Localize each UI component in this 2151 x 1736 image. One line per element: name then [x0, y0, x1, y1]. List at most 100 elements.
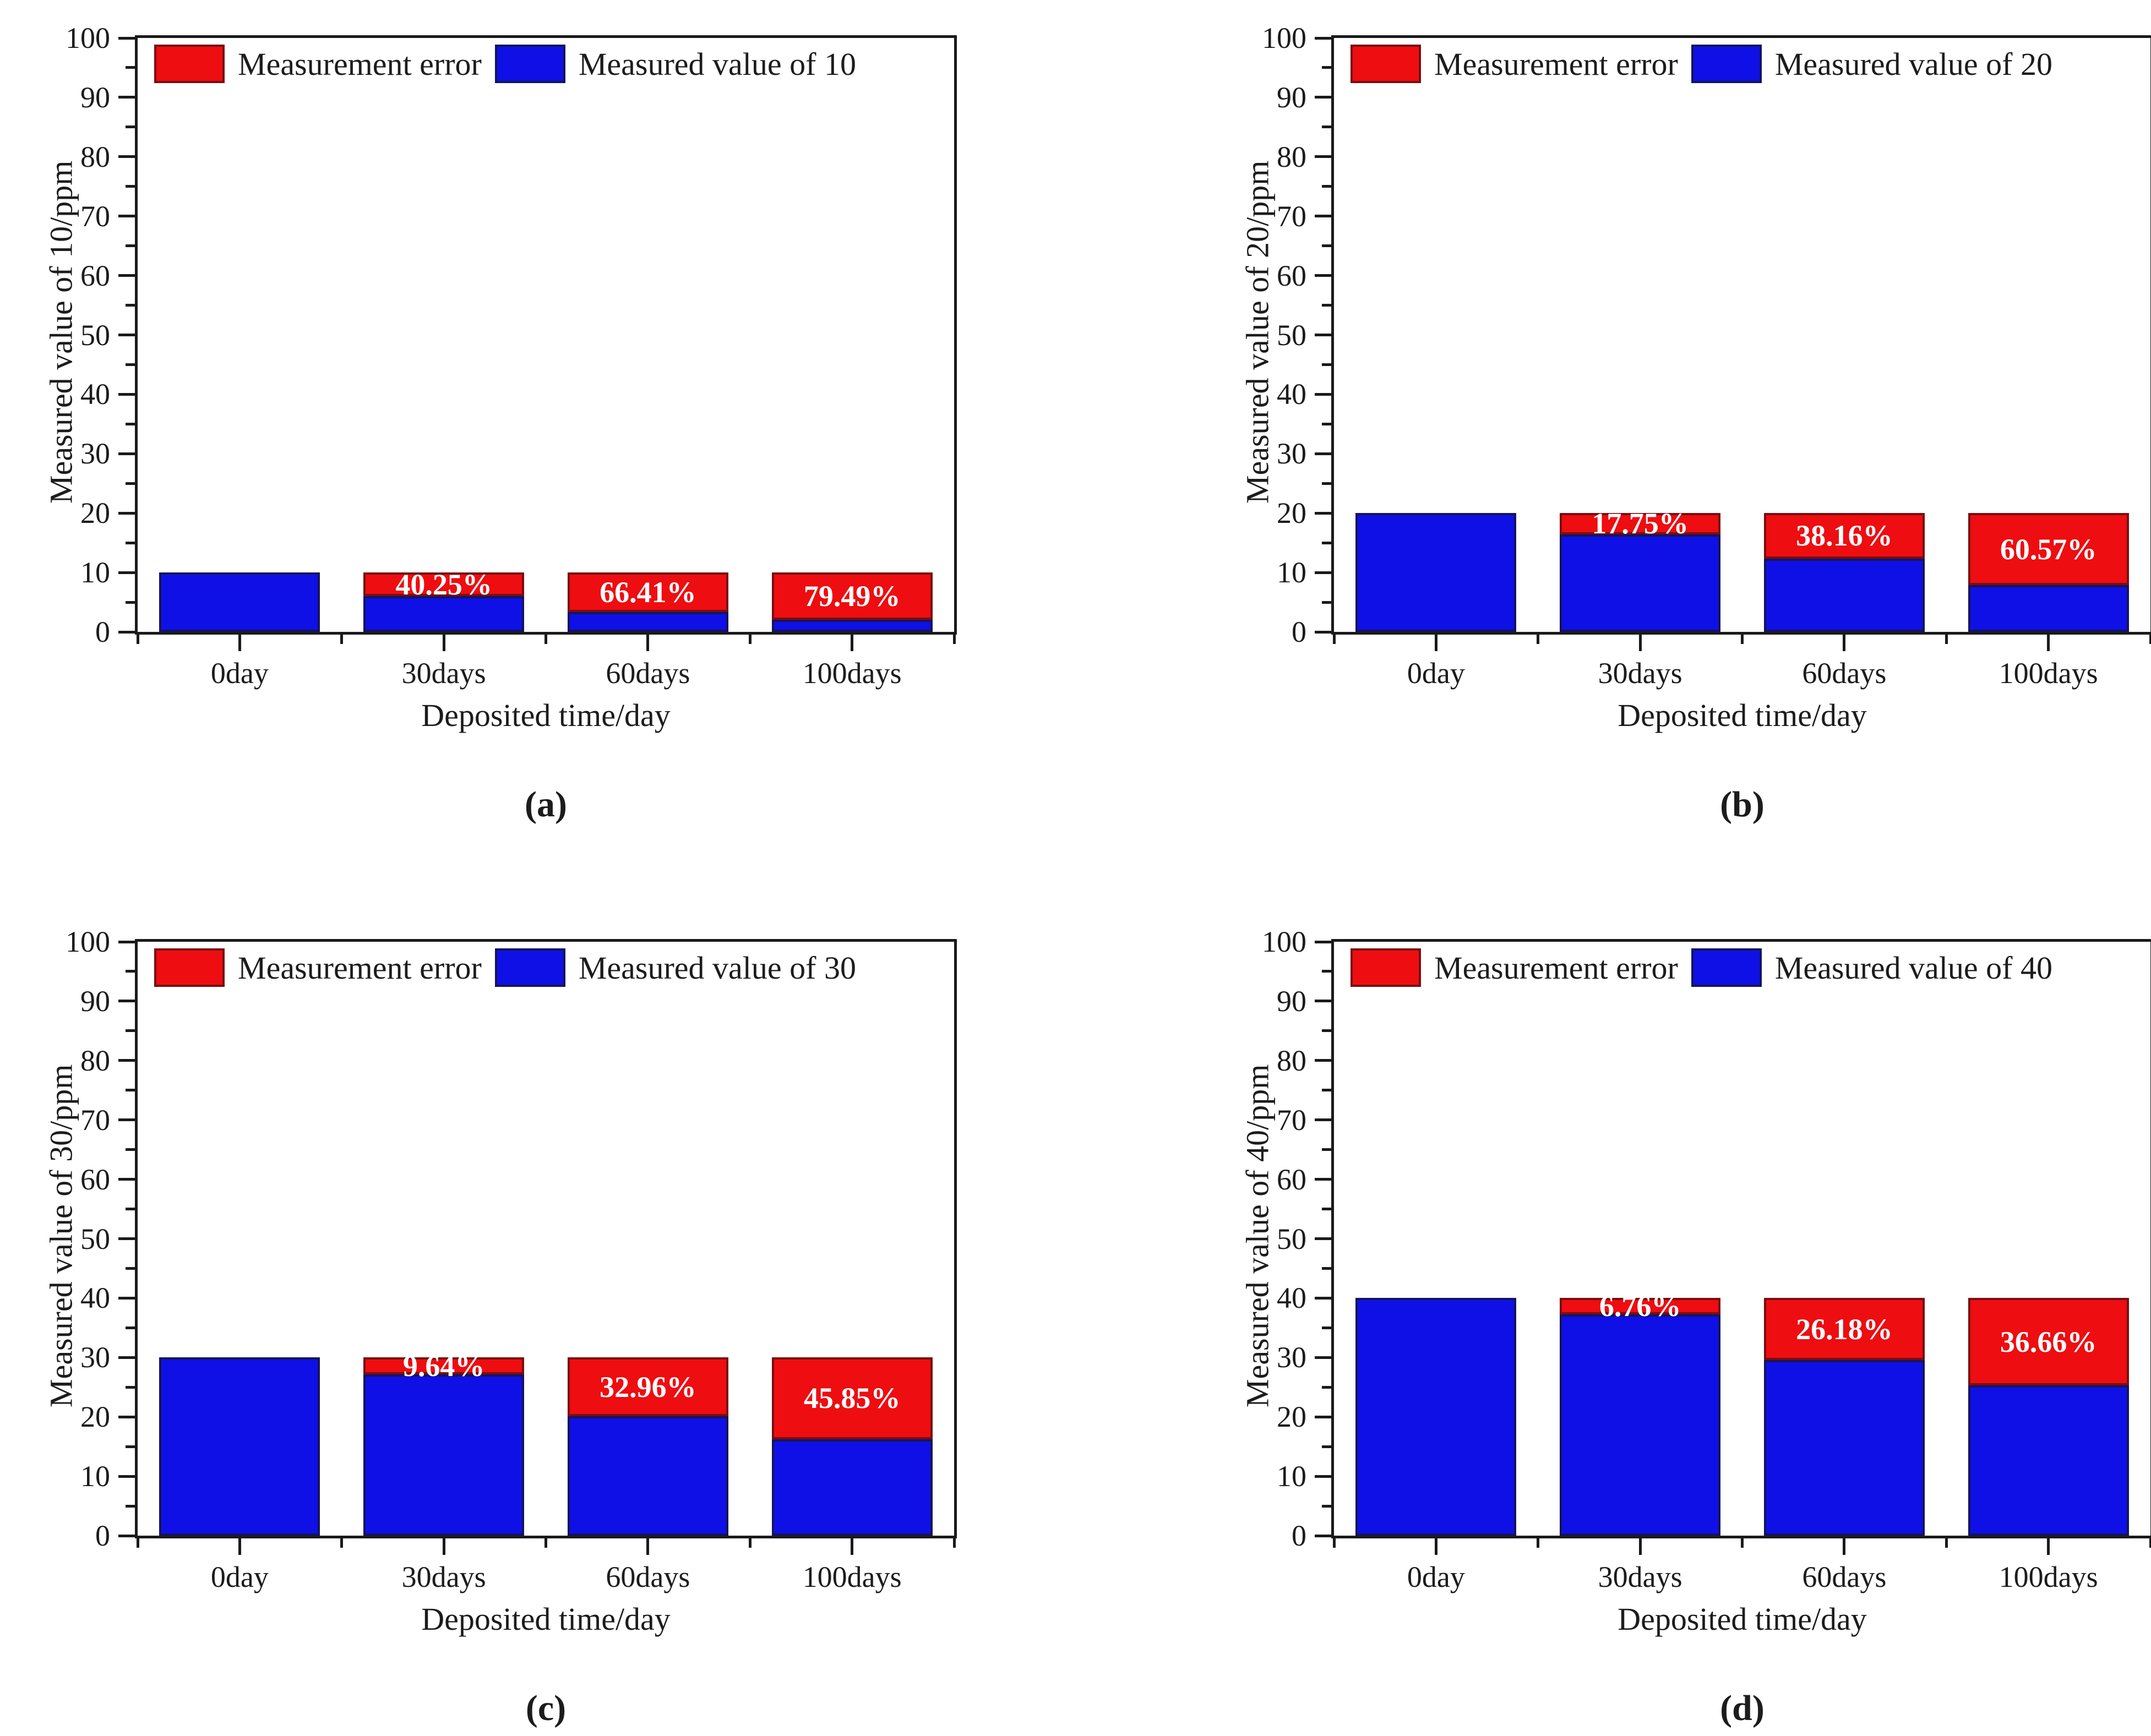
y-tick-label: 80 — [1277, 1044, 1306, 1077]
y-tick-label: 20 — [1277, 1400, 1306, 1434]
y-minor-tick — [1322, 1148, 1331, 1151]
bar-segment-error: 17.75% — [1560, 509, 1720, 538]
y-tick-label: 10 — [80, 1460, 110, 1493]
y-tick-label: 70 — [80, 1103, 110, 1137]
y-tick — [118, 1534, 135, 1537]
plot-area: Measurement error Measured value of 30 0… — [66, 927, 957, 1592]
error-percent-label: 26.18% — [1796, 1312, 1893, 1346]
legend: Measurement error Measured value of 40 — [1350, 948, 2052, 987]
y-tick-label: 50 — [80, 1222, 110, 1255]
y-minor-tick — [1322, 1089, 1331, 1092]
bar — [159, 1357, 320, 1536]
y-tick-label: 90 — [80, 984, 110, 1018]
x-minor-tick — [952, 1538, 956, 1548]
x-tick-label: 60days — [1802, 657, 1887, 690]
error-percent-label: 36.66% — [2000, 1325, 2097, 1358]
bar: 6.76% — [1560, 1291, 1720, 1536]
y-minor-tick — [126, 125, 135, 129]
x-tick-label: 0day — [1407, 1560, 1465, 1593]
y-tick — [118, 334, 135, 336]
legend-label-error: Measurement error — [238, 46, 482, 82]
bar-segment-measured — [1355, 513, 1517, 632]
legend-label-error: Measurement error — [238, 949, 482, 986]
y-minor-tick — [1322, 185, 1331, 188]
x-tick — [442, 1538, 445, 1555]
y-tick — [118, 571, 135, 574]
y-tick-label: 10 — [1277, 1460, 1306, 1493]
y-tick-label: 50 — [1277, 1222, 1306, 1255]
y-tick — [1315, 1237, 1331, 1240]
y-minor-tick — [126, 1029, 135, 1033]
y-minor-tick — [1322, 1266, 1331, 1270]
y-minor-tick — [1322, 541, 1331, 544]
x-tick — [442, 635, 445, 651]
bar-segment-error: 6.76% — [1560, 1291, 1720, 1321]
y-tick-label: 40 — [80, 378, 110, 411]
y-tick-label: 10 — [80, 556, 110, 589]
y-minor-tick — [126, 1385, 135, 1389]
y-minor-tick — [126, 970, 135, 973]
y-tick-label: 60 — [80, 1162, 110, 1196]
plot-area: Measurement error Measured value of 10 0… — [66, 23, 957, 688]
error-percent-label: 40.25% — [395, 567, 492, 601]
error-percent-label: 17.75% — [1592, 507, 1689, 541]
y-tick-label: 100 — [66, 21, 110, 54]
y-tick — [118, 1237, 135, 1240]
y-tick — [118, 155, 135, 159]
bar-segment-error: 32.96% — [567, 1357, 728, 1417]
x-minor-tick — [1332, 1538, 1336, 1548]
error-percent-label: 66.41% — [600, 575, 696, 609]
y-minor-tick — [126, 541, 135, 544]
y-tick-label: 50 — [1277, 318, 1306, 352]
y-minor-tick — [1322, 970, 1331, 973]
y-minor-tick — [126, 244, 135, 248]
y-minor-tick — [126, 1208, 135, 1211]
x-minor-tick — [1945, 1538, 1948, 1548]
bar-segment-measured — [567, 612, 728, 632]
x-tick — [238, 635, 241, 651]
bar: 45.85% — [771, 1357, 933, 1536]
y-tick-label: 80 — [1277, 140, 1306, 173]
bar — [1355, 513, 1517, 632]
y-tick — [118, 452, 135, 455]
x-tick-label: 60days — [606, 657, 690, 690]
y-tick-label: 30 — [1277, 1341, 1306, 1374]
y-tick-label: 30 — [1277, 437, 1306, 471]
y-tick-label: 40 — [1277, 1281, 1306, 1315]
legend-label-measured: Measured value of 20 — [1774, 46, 2052, 82]
y-minor-tick — [126, 1148, 135, 1151]
y-tick — [1315, 1534, 1331, 1537]
y-tick — [1315, 96, 1331, 99]
bar-segment-error: 79.49% — [771, 572, 933, 620]
legend-swatch-measured — [494, 45, 565, 83]
x-tick-label: 0day — [210, 1560, 269, 1593]
bar: 38.16% — [1763, 513, 1925, 632]
panel-caption: (a) — [525, 784, 567, 825]
error-percent-label: 79.49% — [803, 580, 901, 613]
y-tick — [1315, 452, 1331, 455]
y-tick — [1315, 1000, 1331, 1003]
y-minor-tick — [1322, 1208, 1331, 1211]
y-minor-tick — [1322, 1445, 1331, 1448]
y-tick-label: 30 — [80, 1341, 110, 1374]
y-tick-label: 60 — [1277, 259, 1306, 292]
y-tick-label: 100 — [1262, 925, 1306, 958]
x-minor-tick — [136, 635, 139, 644]
y-minor-tick — [126, 1445, 135, 1448]
subplot-c: Measured value of 30/ppm Measurement err… — [22, 913, 1097, 1736]
x-tick — [1638, 1538, 1642, 1555]
y-minor-tick — [1322, 422, 1331, 425]
y-minor-tick — [1322, 1504, 1331, 1508]
bar: 17.75% — [1560, 509, 1720, 632]
x-tick — [1843, 635, 1846, 651]
bar-segment-error: 40.25% — [363, 567, 524, 601]
y-tick — [118, 1059, 135, 1062]
y-minor-tick — [126, 363, 135, 366]
x-minor-tick — [748, 1538, 752, 1548]
bar: 79.49% — [771, 572, 933, 632]
y-minor-tick — [126, 1504, 135, 1508]
x-tick — [1434, 1538, 1437, 1555]
y-tick-label: 70 — [1277, 199, 1306, 233]
x-tick — [1434, 635, 1437, 651]
error-percent-label: 38.16% — [1796, 519, 1893, 553]
